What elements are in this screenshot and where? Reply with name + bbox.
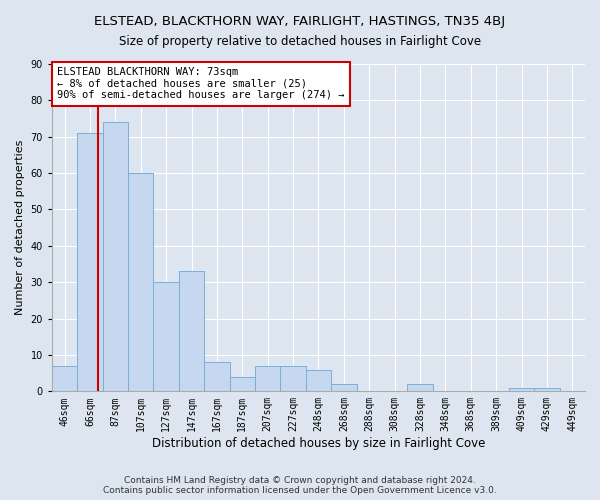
- Bar: [179, 272, 204, 392]
- Bar: [77, 133, 103, 392]
- Bar: [534, 388, 560, 392]
- Text: ELSTEAD, BLACKTHORN WAY, FAIRLIGHT, HASTINGS, TN35 4BJ: ELSTEAD, BLACKTHORN WAY, FAIRLIGHT, HAST…: [94, 15, 506, 28]
- Bar: [204, 362, 230, 392]
- Bar: [52, 366, 77, 392]
- Bar: [154, 282, 179, 392]
- Y-axis label: Number of detached properties: Number of detached properties: [15, 140, 25, 316]
- Bar: [255, 366, 280, 392]
- Bar: [407, 384, 433, 392]
- Text: Contains HM Land Registry data © Crown copyright and database right 2024.
Contai: Contains HM Land Registry data © Crown c…: [103, 476, 497, 495]
- Bar: [280, 366, 306, 392]
- Bar: [103, 122, 128, 392]
- Bar: [230, 377, 255, 392]
- Bar: [128, 173, 154, 392]
- Bar: [509, 388, 534, 392]
- Text: Size of property relative to detached houses in Fairlight Cove: Size of property relative to detached ho…: [119, 35, 481, 48]
- X-axis label: Distribution of detached houses by size in Fairlight Cove: Distribution of detached houses by size …: [152, 437, 485, 450]
- Bar: [306, 370, 331, 392]
- Text: ELSTEAD BLACKTHORN WAY: 73sqm
← 8% of detached houses are smaller (25)
90% of se: ELSTEAD BLACKTHORN WAY: 73sqm ← 8% of de…: [57, 68, 345, 100]
- Bar: [331, 384, 356, 392]
